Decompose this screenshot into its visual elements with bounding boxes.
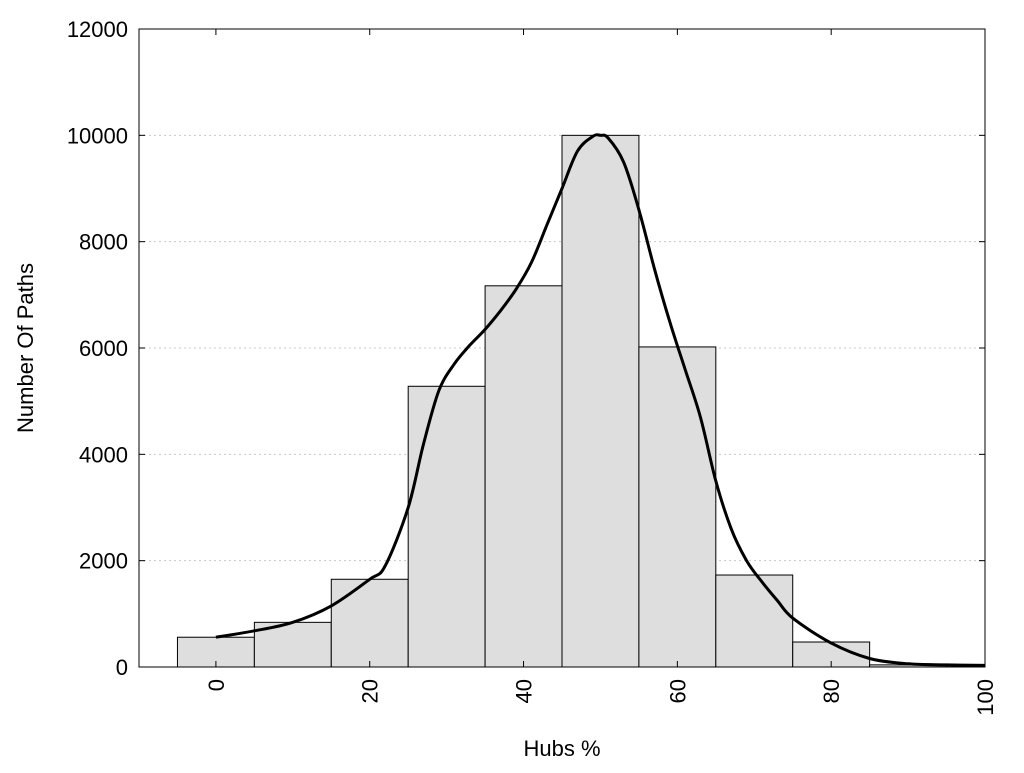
- grid-lines: [139, 134, 985, 562]
- y-tick-label: 8000: [79, 230, 128, 255]
- y-tick-label: 0: [116, 655, 128, 680]
- histogram-bar: [561, 134, 640, 668]
- y-tick-label: 6000: [79, 336, 128, 361]
- x-axis-ticks: 0 20 40 60 80 100: [204, 29, 998, 716]
- y-axis-ticks: 0 2000 4000 6000 8000 10000 12000: [67, 17, 985, 680]
- x-tick-label: 40: [512, 679, 537, 703]
- histogram-bar: [484, 285, 563, 668]
- x-tick-label: 0: [204, 679, 229, 691]
- y-tick-label: 2000: [79, 549, 128, 574]
- x-tick-label: 20: [358, 679, 383, 703]
- y-tick-label: 4000: [79, 442, 128, 467]
- histogram-bar: [715, 574, 794, 668]
- y-tick-label: 10000: [67, 123, 128, 148]
- histogram-bar: [407, 385, 486, 668]
- histogram-bars: [176, 134, 948, 668]
- x-tick-label: 60: [665, 679, 690, 703]
- x-tick-label: 80: [819, 679, 844, 703]
- y-tick-label: 12000: [67, 17, 128, 42]
- histogram-bar: [330, 578, 409, 668]
- y-axis-title: Number Of Paths: [13, 263, 38, 433]
- density-curve: [215, 133, 986, 667]
- histogram-bar: [638, 346, 717, 668]
- x-tick-label: 100: [973, 679, 998, 716]
- x-axis-title: Hubs %: [523, 736, 600, 761]
